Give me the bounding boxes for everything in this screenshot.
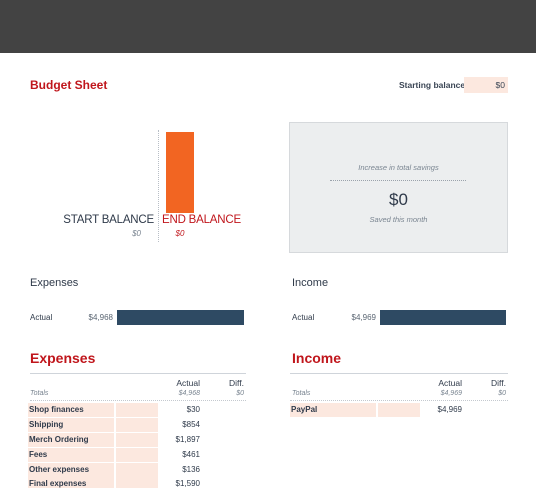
- expense-row-name[interactable]: Merch Ordering: [28, 433, 114, 447]
- expenses-total-actual: $4,968: [178, 390, 200, 397]
- expenses-summary-title: Expenses: [30, 277, 79, 289]
- expense-row-actual: $1,590: [175, 479, 200, 488]
- expense-row-budget[interactable]: [116, 463, 158, 477]
- top-toolbar: [0, 0, 536, 53]
- income-row-name[interactable]: PayPal: [290, 403, 376, 417]
- end-balance-label: END BALANCE: [162, 214, 241, 226]
- savings-panel: Increase in total savings $0 Saved this …: [289, 122, 508, 253]
- sheet-title: Budget Sheet: [30, 78, 108, 92]
- income-row-budget[interactable]: [378, 403, 420, 417]
- income-totals-label: Totals: [292, 390, 311, 397]
- income-col-diff: Diff.: [491, 378, 506, 388]
- expense-row-name[interactable]: Other expenses: [28, 463, 114, 477]
- expenses-total-diff: $0: [236, 390, 244, 397]
- expense-row-budget[interactable]: [116, 418, 158, 432]
- income-total-actual: $4,969: [440, 390, 462, 397]
- expenses-col-diff: Diff.: [229, 378, 244, 388]
- income-title-rule: [290, 373, 508, 374]
- income-actual-value: $4,969: [351, 313, 376, 322]
- income-col-actual: Actual: [438, 378, 462, 388]
- income-row-actual: $4,969: [437, 405, 462, 414]
- expenses-actual-label: Actual: [30, 313, 53, 322]
- expense-row-actual: $461: [182, 450, 200, 459]
- savings-caption: Increase in total savings: [358, 163, 439, 172]
- expense-row-budget[interactable]: [116, 403, 158, 417]
- expense-row-budget[interactable]: [116, 433, 158, 447]
- expense-row-actual: $854: [182, 420, 200, 429]
- expense-row-name[interactable]: Fees: [28, 448, 114, 462]
- expense-row-name[interactable]: Shipping: [28, 418, 114, 432]
- expenses-col-actual: Actual: [176, 378, 200, 388]
- expenses-totals-rule: [30, 400, 246, 401]
- starting-balance-label: Starting balance:: [399, 80, 468, 90]
- expenses-totals-label: Totals: [30, 390, 49, 397]
- start-balance-value: $0: [132, 229, 141, 238]
- expense-row-actual: $30: [186, 405, 200, 414]
- expenses-table-title: Expenses: [30, 350, 96, 366]
- end-balance-bar: [166, 132, 194, 213]
- start-balance-label: START BALANCE: [63, 214, 154, 226]
- income-actual-label: Actual: [292, 313, 315, 322]
- income-table-title: Income: [292, 350, 342, 366]
- end-balance-value: $0: [175, 229, 185, 238]
- expense-row-actual: $136: [182, 465, 200, 474]
- expense-row-budget[interactable]: [116, 448, 158, 462]
- expenses-actual-value: $4,968: [88, 313, 113, 322]
- expense-row-name[interactable]: Final expenses: [28, 477, 114, 488]
- balance-divider: [158, 130, 159, 242]
- savings-amount: $0: [389, 190, 408, 209]
- expense-row-name[interactable]: Shop finances: [28, 403, 114, 417]
- income-summary-title: Income: [292, 277, 329, 289]
- savings-subcaption: Saved this month: [369, 215, 428, 224]
- savings-divider: [330, 180, 466, 181]
- expenses-actual-bar: [117, 310, 244, 325]
- starting-balance-input[interactable]: $0: [464, 77, 508, 93]
- income-total-diff: $0: [498, 390, 506, 397]
- expenses-title-rule: [30, 373, 246, 374]
- income-totals-rule: [290, 400, 508, 401]
- expense-row-budget[interactable]: [116, 477, 158, 488]
- income-actual-bar: [380, 310, 506, 325]
- expense-row-actual: $1,897: [175, 435, 200, 444]
